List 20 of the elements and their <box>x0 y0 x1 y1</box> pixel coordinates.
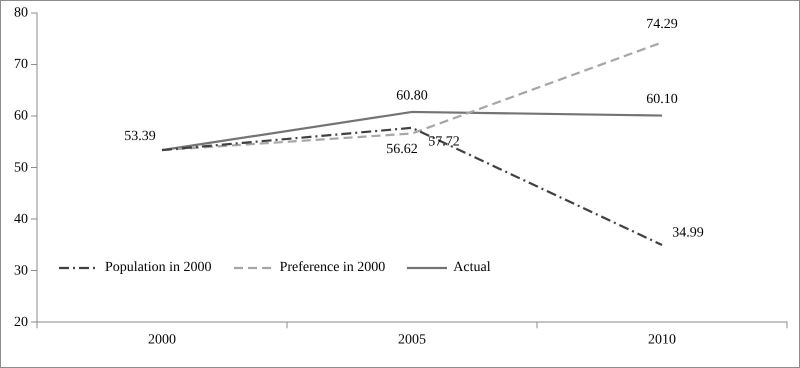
y-tick-label: 70 <box>14 57 28 72</box>
data-label: 57.72 <box>428 134 460 150</box>
data-label: 60.10 <box>646 92 678 108</box>
legend-label: Population in 2000 <box>105 260 212 276</box>
legend-label: Actual <box>453 260 491 276</box>
x-tick-label: 2005 <box>398 332 426 348</box>
data-label: 60.80 <box>396 88 428 104</box>
data-label: 34.99 <box>672 226 704 241</box>
y-tick-label: 80 <box>14 6 28 21</box>
y-tick-label: 20 <box>14 314 28 330</box>
legend-label: Preference in 2000 <box>280 260 386 276</box>
y-tick-label: 30 <box>14 263 28 278</box>
data-label: 74.29 <box>646 17 678 32</box>
y-tick-label: 50 <box>14 160 28 176</box>
y-tick-label: 40 <box>14 212 28 227</box>
data-label: 56.62 <box>386 142 418 158</box>
x-tick-label: 2010 <box>648 332 676 348</box>
data-label: 53.39 <box>124 128 156 144</box>
x-tick-label: 2000 <box>148 332 176 348</box>
y-tick-label: 60 <box>14 108 28 124</box>
